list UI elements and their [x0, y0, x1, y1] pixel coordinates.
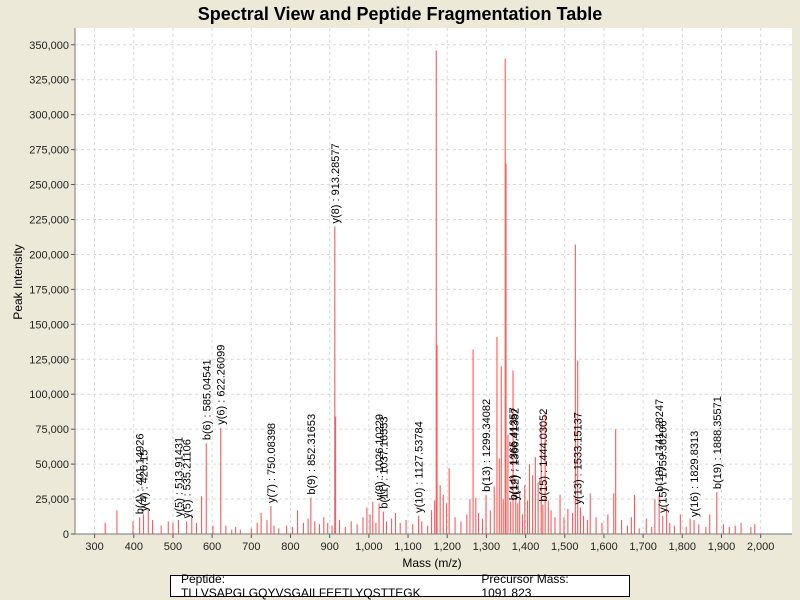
x-tick-label: 1,900	[708, 541, 736, 553]
x-tick-label: 700	[242, 541, 260, 553]
axes: 0 25,000 50,000 75,000 100,000 125,000 150,000…	[29, 28, 792, 553]
y-tick-label: 225,000	[29, 214, 69, 226]
peak-series	[104, 50, 756, 534]
peak-annotation-label: y(6) : 622.26099	[216, 345, 228, 425]
x-tick-label: 1,100	[394, 541, 422, 553]
peak-annotation-label: b(14) : 1365.41357	[508, 407, 520, 500]
y-tick-label: 325,000	[29, 75, 69, 87]
peak-annotation-label: b(19) : 1888.35571	[712, 396, 724, 489]
y-tick-label: 25,000	[35, 494, 69, 506]
x-tick-label: 800	[281, 541, 299, 553]
peptide-legend: Peptide: TLLVSAPGLGQYVSGAILFEETLYQSTTEGK…	[170, 572, 630, 600]
peak-annotation-label: b(4) : 401.14926	[135, 433, 147, 514]
x-tick-label: 300	[85, 541, 103, 553]
x-tick-label: 1,800	[669, 541, 697, 553]
y-tick-label: 350,000	[29, 40, 69, 52]
peak-annotation-label: y(5) : 513.91431	[173, 437, 185, 517]
y-tick-label: 250,000	[29, 180, 69, 192]
y-tick-label: 75,000	[35, 424, 69, 436]
peak-annotation-label: y(8) : 913.28577	[330, 143, 342, 223]
y-tick-label: 175,000	[29, 284, 69, 296]
peak-annotation-label: b(6) : 585.04541	[201, 359, 213, 440]
y-tick-label: 125,000	[29, 354, 69, 366]
peak-annotation-label: y(4) : 426.15	[139, 450, 151, 512]
peak-annotation-label: y(16) : 1829.8313	[689, 431, 701, 517]
peak-annotation-label: y(15) : 1759.36206	[658, 420, 670, 512]
y-tick-label: 50,000	[35, 459, 69, 471]
x-tick-label: 1,400	[512, 541, 540, 553]
grid-lines	[75, 28, 792, 534]
x-tick-label: 1,700	[629, 541, 657, 553]
x-tick-label: 400	[125, 541, 143, 553]
x-tick-label: 500	[164, 541, 182, 553]
precursor-mass: Precursor Mass: 1091.823	[481, 572, 569, 600]
y-axis-label: Peak Intensity	[11, 244, 25, 319]
peptide-sequence: Peptide: TLLVSAPGLGQYVSGAILFEETLYQSTTEGK	[181, 572, 421, 600]
x-tick-label: 2,000	[747, 541, 775, 553]
y-tick-label: 200,000	[29, 249, 69, 261]
peak-annotation-label: b(11) : 1037.16553	[378, 416, 390, 508]
x-tick-label: 600	[203, 541, 221, 553]
peak-annotation-label: b(13) : 1299.34082	[481, 399, 493, 492]
x-axis-label: Mass (m/z)	[402, 556, 461, 570]
y-tick-label: 275,000	[29, 145, 69, 157]
peak-annotation-label: y(9) : 1026.10229	[374, 414, 386, 500]
x-tick-label: 1,200	[433, 541, 461, 553]
x-tick-label: 1,000	[355, 541, 383, 553]
peak-annotation-label: y(7) : 750.08398	[266, 423, 278, 503]
peak-annotation-label: y(12) : 1366.41382	[510, 408, 522, 500]
x-tick-label: 900	[320, 541, 338, 553]
peak-annotation-label: b(15) : 1444.03052	[538, 409, 550, 502]
y-tick-label: 150,000	[29, 319, 69, 331]
y-tick-label: 300,000	[29, 110, 69, 122]
peak-annotation-label: b(9) : 852.31653	[306, 414, 318, 495]
peak-annotation-label: y(13) : 1533.15137	[573, 412, 585, 504]
y-tick-label: 100,000	[29, 389, 69, 401]
plot-area	[75, 28, 792, 534]
x-tick-label: 1,600	[590, 541, 618, 553]
peak-annotation-label: y(5) : 535.21106	[182, 439, 194, 518]
chart-title: Spectral View and Peptide Fragmentation …	[198, 4, 602, 24]
y-tick-label: 0	[63, 529, 69, 541]
x-tick-label: 1,500	[551, 541, 579, 553]
peak-annotation-label: b(18) : 1741.28247	[654, 399, 666, 492]
x-tick-label: 1,300	[473, 541, 501, 553]
peak-annotation-label: y(10) : 1127.53784	[414, 421, 426, 513]
